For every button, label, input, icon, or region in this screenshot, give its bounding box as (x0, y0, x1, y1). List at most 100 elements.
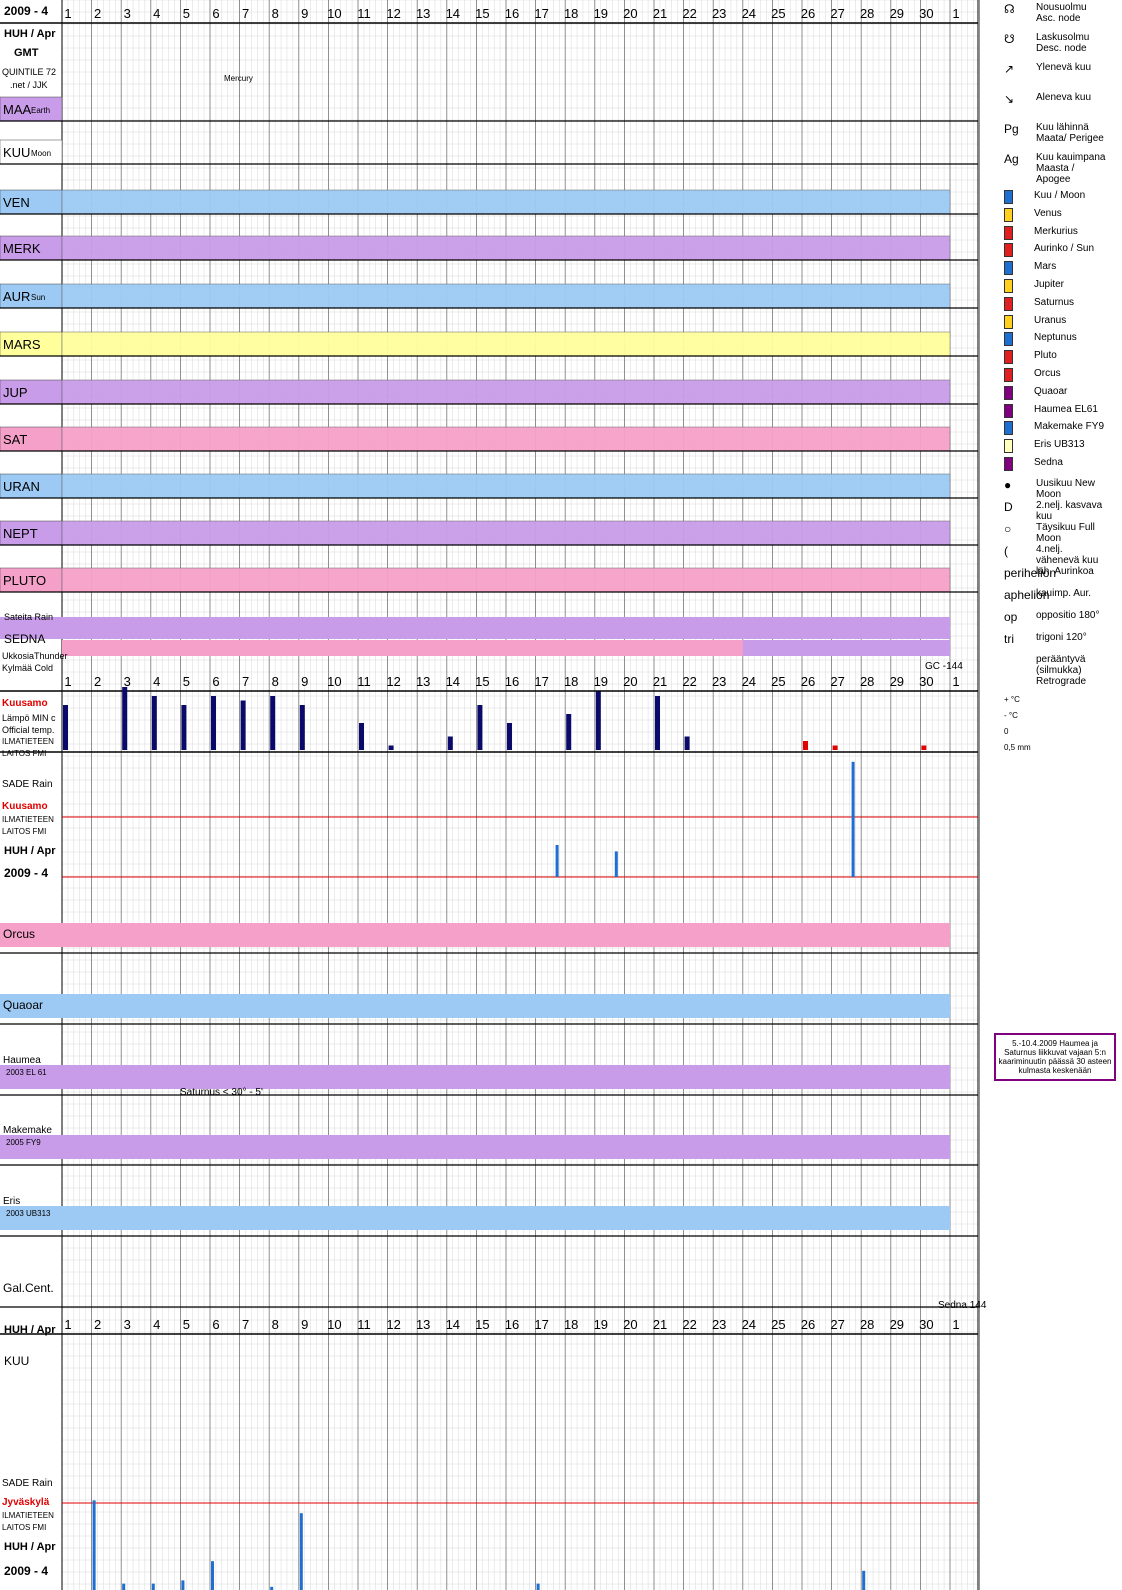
day-label-top-22: 23 (712, 6, 726, 21)
temp-bar-6 (240, 700, 246, 750)
legend-text-2: Ylenevä kuu (1036, 62, 1092, 73)
row-label-jup: JUP (3, 385, 28, 400)
legend-planet-9: Pluto (1034, 350, 1057, 362)
day-label-mid-19: 20 (623, 674, 637, 689)
lower-band-3 (62, 1135, 950, 1159)
legend-swatch-6 (1004, 296, 1013, 311)
temp-bar-10 (359, 723, 364, 750)
day-label-top-24: 25 (771, 6, 785, 21)
day-label-mid-16: 17 (534, 674, 548, 689)
legend-planet-5: Jupiter (1034, 279, 1065, 290)
legend-swatch-2 (1004, 225, 1013, 240)
temp-bar-2 (122, 687, 128, 750)
huh-apr-2: HUH / Apr (4, 845, 56, 857)
temp-bar-17 (566, 714, 572, 750)
legend-planet-0: Kuu / Moon (1034, 190, 1086, 201)
lower-row-sub-2: 2003 EL 61 (6, 1068, 47, 1077)
row-label-aur: AUR (3, 289, 31, 304)
day-label-mid-28: 29 (890, 674, 904, 689)
day-label-lower-28: 29 (890, 1317, 904, 1332)
lower-label-bg-4 (0, 1206, 62, 1230)
ilmatieteen3-label: ILMATIETEEN (2, 1511, 54, 1520)
official-label: Official temp. (2, 725, 55, 735)
legend-planet-4: Mars (1034, 261, 1057, 273)
day-label-lower-10: 11 (357, 1317, 371, 1332)
day-label-mid-14: 15 (475, 674, 489, 689)
day-label-top-4: 5 (183, 6, 190, 21)
day-label-lower-13: 14 (446, 1317, 460, 1332)
lower-row-sub-4: 2003 UB313 (6, 1209, 51, 1218)
lower-row-label-5: Gal.Cent. (3, 1281, 54, 1295)
mercury-note: Mercury (224, 74, 253, 83)
day-label-top-23: 24 (742, 6, 756, 21)
legend-symbol-5: Ag (1004, 152, 1019, 166)
temp-bar-21 (684, 736, 690, 750)
legend-symbol-1: ☋ (1004, 32, 1015, 46)
day-label-lower-6: 7 (242, 1317, 249, 1332)
day-label-top-27: 28 (860, 6, 874, 21)
kuusamo-rain-bar-16 (555, 845, 559, 877)
temp-bar-13 (447, 736, 453, 750)
legend-planet-12: Haumea EL61 (1034, 403, 1098, 415)
day-label-mid-26: 27 (830, 674, 844, 689)
temp-bar-25 (803, 741, 808, 750)
day-label-top-15: 16 (505, 6, 519, 21)
legend-symbol-moon-3: ( (1004, 544, 1008, 558)
legend-text-5: Kuu kauimpana Maasta / Apogee (1036, 152, 1106, 185)
temp-bar-18 (595, 691, 601, 750)
day-label-top-28: 29 (890, 6, 904, 21)
day-label-mid-20: 21 (653, 674, 667, 689)
temp-legend-0: + °C (1004, 695, 1020, 704)
lampo-label: Lämpö MIN c (2, 713, 56, 723)
day-label-lower-26: 27 (830, 1317, 844, 1332)
day-label-lower-16: 17 (534, 1317, 548, 1332)
row-label-ven: VEN (3, 195, 30, 210)
temp-bar-5 (211, 696, 216, 750)
legend-text-1: Laskusolmu Desc. node (1036, 32, 1090, 54)
row-label-bg-6 (0, 379, 63, 405)
legend-symbol-4: Pg (1004, 122, 1019, 136)
day-label-mid-30: 1 (952, 674, 959, 689)
day-label-mid-4: 5 (183, 674, 190, 689)
day-label-lower-24: 25 (771, 1317, 785, 1332)
temp-bar-14 (477, 705, 483, 750)
lower-row-label-2: Haumea (3, 1055, 41, 1066)
legend-swatch-12 (1004, 403, 1013, 418)
legend-symbol-2: ↗ (1004, 62, 1015, 76)
day-label-mid-12: 13 (416, 674, 430, 689)
day-label-top-12: 13 (416, 6, 430, 21)
row-label-bg-2 (0, 189, 63, 215)
day-label-top-10: 11 (357, 6, 371, 21)
legend-planet-8: Neptunus (1034, 332, 1077, 344)
legend-symbol-3: ↘ (1004, 92, 1015, 106)
temp-bar-8 (299, 705, 305, 750)
day-label-top-6: 7 (242, 6, 249, 21)
row-sublabel-4: Sun (31, 293, 46, 302)
row-label-bg-4 (0, 283, 63, 309)
day-label-mid-1: 2 (94, 674, 101, 689)
legend-text-moon-8: perääntyvä (silmukka) Retrograde (1036, 654, 1087, 687)
day-label-mid-6: 7 (242, 674, 249, 689)
row-label-nept: NEPT (3, 526, 38, 541)
lower-row-label-1: Quaoar (3, 998, 44, 1012)
day-label-top-21: 22 (682, 6, 696, 21)
row-sublabel-0: Earth (31, 106, 51, 115)
day-label-lower-3: 4 (153, 1317, 160, 1332)
day-label-lower-12: 13 (416, 1317, 430, 1332)
temp-bar-4 (181, 705, 187, 750)
day-label-top-16: 17 (534, 6, 548, 21)
row-band-7 (61, 426, 951, 452)
temp-bar-20 (655, 696, 660, 750)
legend-planet-11: Quaoar (1034, 385, 1068, 397)
jyvaskyla-rain-bar-4 (181, 1580, 185, 1590)
legend-planet-10: Orcus (1034, 368, 1061, 379)
day-label-mid-10: 11 (357, 674, 371, 689)
lower-band-1 (62, 994, 950, 1018)
day-label-mid-22: 23 (712, 674, 726, 689)
lower-band-2 (62, 1065, 950, 1089)
legend-text-moon-5: kauimp. Aur. (1036, 588, 1092, 599)
day-label-top-2: 3 (124, 6, 131, 21)
legend-planet-3: Aurinko / Sun (1034, 243, 1095, 255)
day-label-mid-27: 28 (860, 674, 874, 689)
row-label-uran: URAN (3, 479, 40, 494)
